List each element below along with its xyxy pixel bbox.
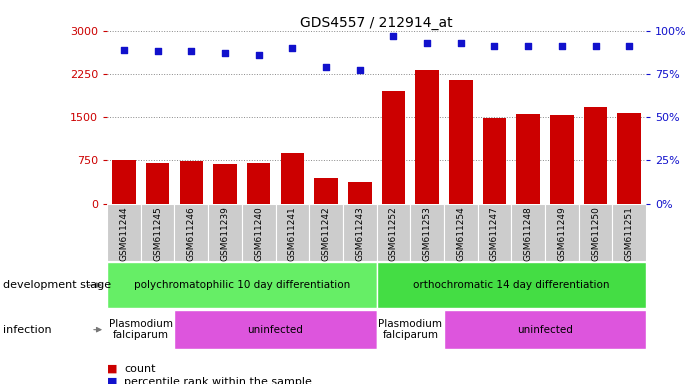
Text: orthochromatic 14 day differentiation: orthochromatic 14 day differentiation — [413, 280, 609, 290]
Bar — [618, 113, 641, 204]
Bar — [477, 204, 511, 261]
Point — [422, 40, 433, 46]
Bar — [377, 310, 444, 349]
Text: GSM611248: GSM611248 — [524, 207, 533, 261]
Text: percentile rank within the sample: percentile rank within the sample — [124, 377, 312, 384]
Text: ■: ■ — [107, 364, 117, 374]
Text: GSM611239: GSM611239 — [220, 207, 229, 261]
Point — [220, 50, 231, 56]
Bar — [343, 204, 377, 261]
Point — [152, 48, 163, 55]
Bar — [612, 204, 646, 261]
Bar — [242, 204, 276, 261]
Point — [590, 43, 601, 49]
Bar — [516, 114, 540, 204]
Bar — [449, 79, 473, 204]
Bar — [381, 91, 405, 204]
Point — [489, 43, 500, 49]
Bar — [310, 204, 343, 261]
Text: uninfected: uninfected — [517, 324, 573, 335]
Bar — [146, 163, 169, 204]
Text: GSM611250: GSM611250 — [591, 207, 600, 261]
Text: GSM611240: GSM611240 — [254, 207, 263, 261]
Bar — [276, 204, 309, 261]
Bar — [444, 310, 646, 349]
Text: GSM611244: GSM611244 — [120, 207, 129, 261]
Point — [321, 64, 332, 70]
Text: infection: infection — [3, 324, 52, 335]
Bar — [247, 163, 270, 204]
Bar — [511, 204, 545, 261]
Text: GSM611246: GSM611246 — [187, 207, 196, 261]
Text: GSM611243: GSM611243 — [355, 207, 364, 261]
Text: polychromatophilic 10 day differentiation: polychromatophilic 10 day differentiatio… — [134, 280, 350, 290]
Bar — [545, 204, 578, 261]
Bar — [377, 262, 646, 308]
Text: ■: ■ — [107, 377, 117, 384]
Text: GSM611241: GSM611241 — [288, 207, 297, 261]
Bar — [410, 204, 444, 261]
Point — [388, 33, 399, 39]
Point — [118, 46, 129, 53]
Text: GSM611245: GSM611245 — [153, 207, 162, 261]
Text: count: count — [124, 364, 156, 374]
Bar — [483, 118, 507, 204]
Text: GSM611247: GSM611247 — [490, 207, 499, 261]
Text: Plasmodium
falciparum: Plasmodium falciparum — [108, 319, 173, 341]
Bar — [112, 161, 135, 204]
Bar — [579, 204, 612, 261]
Point — [455, 40, 466, 46]
Bar — [314, 177, 338, 204]
Bar — [584, 107, 607, 204]
Bar — [107, 262, 377, 308]
Text: uninfected: uninfected — [247, 324, 303, 335]
Text: development stage: development stage — [3, 280, 111, 290]
Bar — [214, 164, 237, 204]
Bar — [141, 204, 174, 261]
Point — [354, 67, 366, 73]
Bar — [415, 70, 439, 204]
Point — [186, 48, 197, 55]
Bar — [377, 204, 410, 261]
Bar — [281, 153, 304, 204]
Title: GDS4557 / 212914_at: GDS4557 / 212914_at — [301, 16, 453, 30]
Text: GSM611254: GSM611254 — [456, 207, 465, 261]
Bar — [180, 162, 203, 204]
Bar — [174, 310, 377, 349]
Bar — [208, 204, 242, 261]
Text: GSM611249: GSM611249 — [558, 207, 567, 261]
Text: GSM611242: GSM611242 — [321, 207, 330, 261]
Bar — [107, 310, 174, 349]
Point — [556, 43, 567, 49]
Text: GSM611251: GSM611251 — [625, 207, 634, 261]
Point — [253, 52, 264, 58]
Point — [287, 45, 298, 51]
Bar — [174, 204, 208, 261]
Text: GSM611253: GSM611253 — [423, 207, 432, 261]
Bar — [348, 182, 372, 204]
Point — [522, 43, 533, 49]
Bar — [444, 204, 477, 261]
Bar — [550, 115, 574, 204]
Text: Plasmodium
falciparum: Plasmodium falciparum — [378, 319, 442, 341]
Bar — [107, 204, 141, 261]
Point — [624, 43, 635, 49]
Text: GSM611252: GSM611252 — [389, 207, 398, 261]
